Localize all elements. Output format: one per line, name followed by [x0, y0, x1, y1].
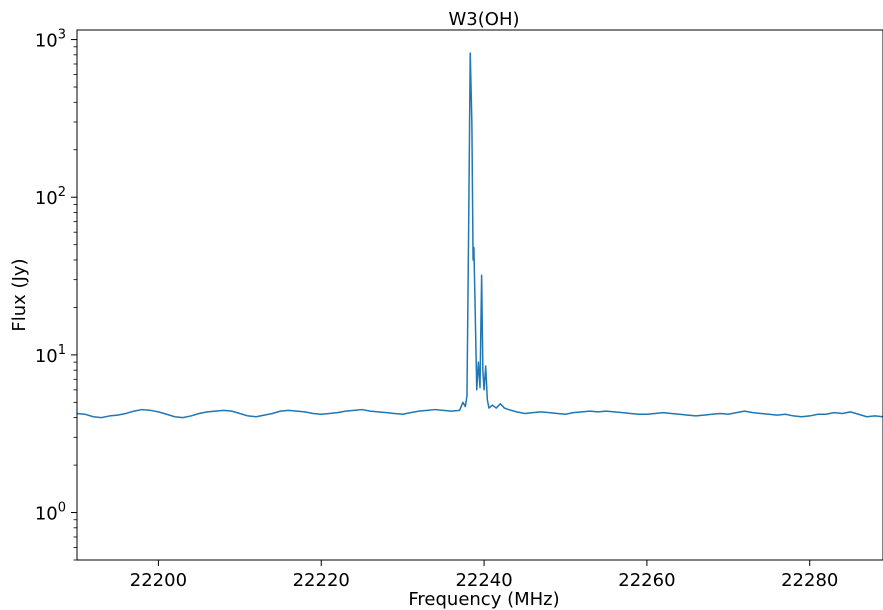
y-tick-label: 102	[35, 185, 66, 209]
series-layer	[76, 52, 883, 419]
x-tick-label: 22240	[455, 570, 512, 591]
y-tick-label: 103	[35, 28, 66, 52]
plot-area	[76, 29, 883, 561]
chart-title: W3(OH)	[449, 9, 520, 30]
y-tick-label: 101	[35, 343, 66, 367]
x-axis: 22200 22220 22240 22260 22280	[130, 560, 838, 591]
x-tick-label: 22200	[130, 570, 187, 591]
y-axis: 100 101 102 103	[35, 28, 77, 561]
x-axis-label: Frequency (MHz)	[408, 589, 559, 610]
x-tick-label: 22280	[781, 570, 838, 591]
plot-frame	[76, 29, 883, 561]
x-tick-label: 22220	[293, 570, 350, 591]
series-line-0	[76, 52, 883, 419]
y-axis-label: Flux (Jy)	[9, 258, 30, 331]
y-tick-label: 100	[35, 501, 66, 525]
x-tick-label: 22260	[618, 570, 675, 591]
